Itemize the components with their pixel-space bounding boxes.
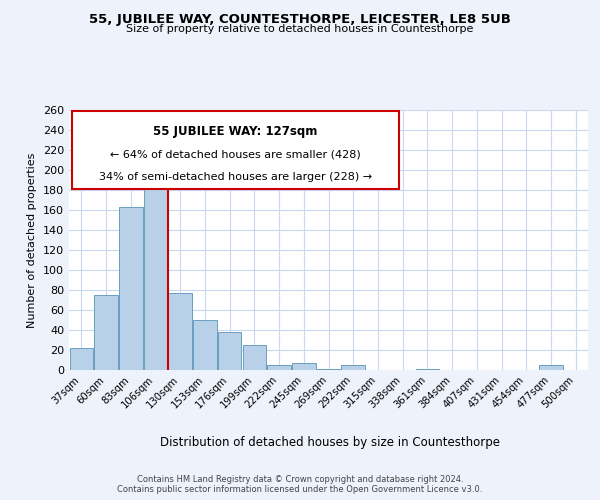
Bar: [144, 165, 167, 370]
Y-axis label: Number of detached properties: Number of detached properties: [28, 152, 37, 328]
Bar: [94, 295, 118, 370]
Bar: [341, 365, 365, 370]
Bar: [416, 369, 439, 370]
Text: Size of property relative to detached houses in Countesthorpe: Size of property relative to detached ho…: [127, 24, 473, 34]
Bar: [119, 207, 143, 370]
Bar: [218, 332, 241, 370]
Bar: [317, 369, 340, 370]
Bar: [242, 345, 266, 370]
FancyBboxPatch shape: [71, 112, 398, 190]
Bar: [70, 348, 93, 370]
Bar: [193, 320, 217, 370]
Text: Contains public sector information licensed under the Open Government Licence v3: Contains public sector information licen…: [118, 484, 482, 494]
Bar: [292, 363, 316, 370]
Text: 55, JUBILEE WAY, COUNTESTHORPE, LEICESTER, LE8 5UB: 55, JUBILEE WAY, COUNTESTHORPE, LEICESTE…: [89, 12, 511, 26]
Bar: [268, 365, 291, 370]
Text: ← 64% of detached houses are smaller (428): ← 64% of detached houses are smaller (42…: [110, 149, 361, 159]
Text: Contains HM Land Registry data © Crown copyright and database right 2024.: Contains HM Land Registry data © Crown c…: [137, 474, 463, 484]
Text: Distribution of detached houses by size in Countesthorpe: Distribution of detached houses by size …: [160, 436, 500, 449]
Text: 55 JUBILEE WAY: 127sqm: 55 JUBILEE WAY: 127sqm: [153, 125, 317, 138]
Text: 34% of semi-detached houses are larger (228) →: 34% of semi-detached houses are larger (…: [98, 172, 371, 181]
Bar: [539, 365, 563, 370]
Bar: [169, 293, 192, 370]
